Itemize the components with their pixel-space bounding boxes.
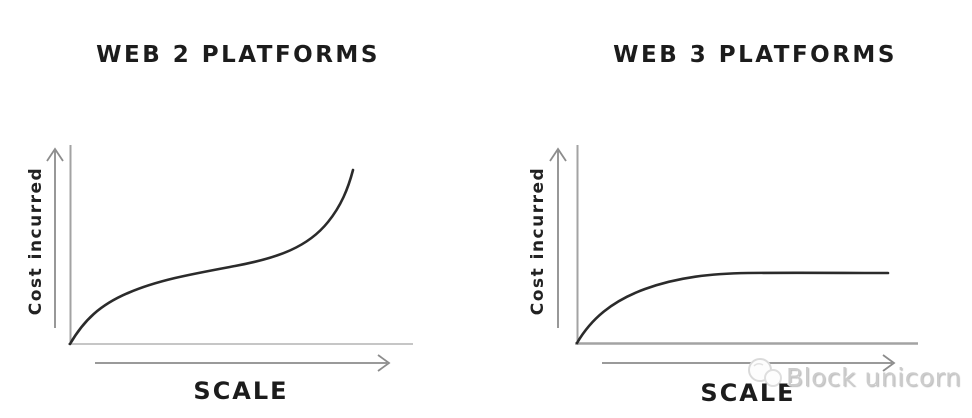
web2-x-axis-arrow — [95, 354, 391, 372]
web3-x-axis-label: SCALE — [700, 379, 796, 407]
web3-cost-curve — [575, 271, 890, 345]
web3-chart — [549, 145, 918, 372]
web2-y-axis-arrow — [46, 147, 64, 328]
web3-x-axis-arrow — [602, 354, 896, 372]
web2-chart-title: WEB 2 PLATFORMS — [96, 42, 380, 68]
web2-cost-curve — [68, 168, 355, 346]
web3-y-axis-arrow — [549, 147, 567, 328]
web3-chart-title: WEB 3 PLATFORMS — [613, 42, 897, 68]
watermark-text: Block unicorn — [786, 363, 962, 392]
web3-y-axis-label: Cost incurred — [528, 166, 548, 316]
web2-chart — [46, 145, 413, 372]
unicorn-logo-icon — [748, 358, 782, 387]
web2-x-axis-label: SCALE — [193, 377, 289, 405]
web2-y-axis-label: Cost incurred — [26, 166, 46, 316]
